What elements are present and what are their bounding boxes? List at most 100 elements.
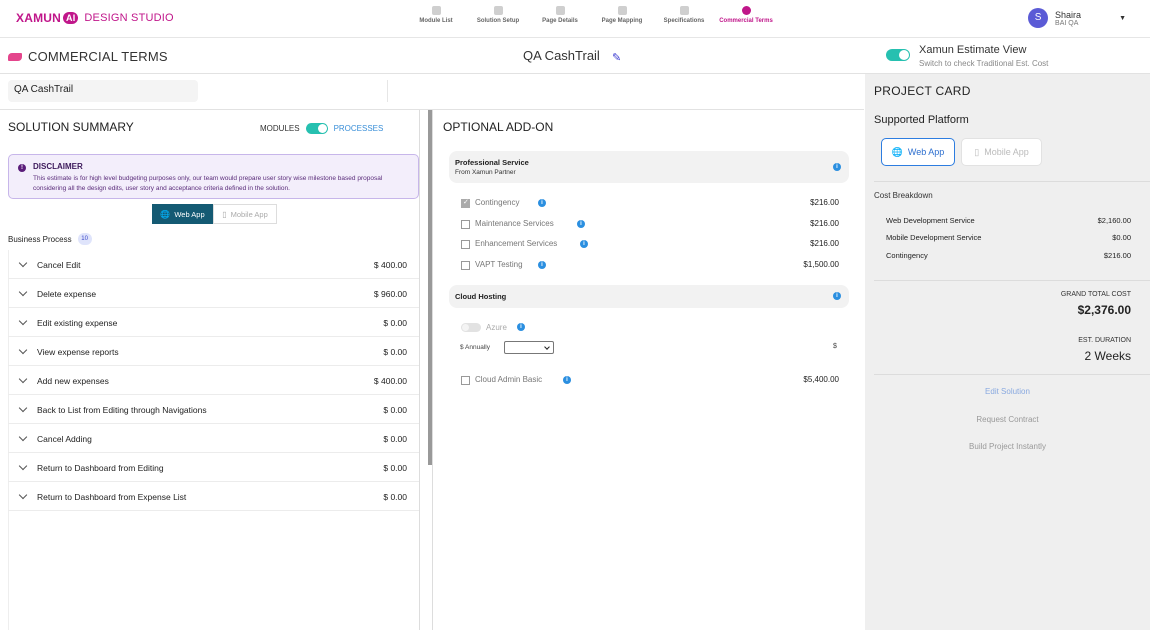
list-item[interactable]: Return to Dashboard from Editing $ 0.00 (8, 453, 419, 482)
list-item[interactable]: Return to Dashboard from Expense List $ 0… (8, 482, 419, 511)
list-item[interactable]: Cancel Adding $ 0.00 (8, 424, 419, 453)
chevron-down-icon (18, 432, 28, 442)
info-icon[interactable]: i (538, 199, 546, 207)
cloud-hosting-group: Cloud Hosting i (449, 285, 849, 308)
cost-row: Web Development Service $2,160.00 (886, 216, 1131, 225)
list-item[interactable]: Edit existing expense $ 0.00 (8, 308, 419, 337)
info-icon[interactable]: i (517, 323, 525, 331)
top-bar: XAMUN AI DESIGN STUDIO Module List Solutio… (0, 0, 1150, 38)
solution-setup-icon (493, 6, 503, 15)
list-item[interactable]: Back to List from Editing through Naviga… (8, 395, 419, 424)
user-role: BAI QA (1055, 19, 1079, 27)
estimate-view-subtitle: Switch to check Traditional Est. Cost (919, 59, 1049, 68)
edit-icon[interactable]: ✎ (612, 52, 622, 64)
optional-addon-title: OPTIONAL ADD-ON (443, 120, 554, 134)
commercial-terms-icon (741, 6, 751, 15)
modules-processes-toggle[interactable] (305, 123, 328, 134)
avatar: S (1028, 8, 1049, 28)
info-icon[interactable]: i (538, 261, 546, 269)
user-menu[interactable]: S Shaira BAI QA ▼ (1028, 8, 1126, 28)
list-item[interactable]: Delete expense $ 960.00 (8, 279, 419, 308)
divider (874, 181, 1150, 182)
modules-processes-switch: MODULES PROCESSES (260, 123, 383, 134)
addon-item-maintenance[interactable]: Maintenance Services i $216.00 (461, 218, 839, 232)
chevron-down-icon (18, 403, 28, 413)
chevron-down-icon[interactable]: ▼ (1119, 14, 1126, 22)
step-commercial-terms[interactable]: Commercial Terms (715, 6, 777, 25)
disclaimer-box: ! DISCLAIMER This estimate is for high l… (8, 154, 419, 199)
azure-label: Azure (486, 323, 507, 332)
page-title: COMMERCIAL TERMS (8, 49, 168, 64)
platform-web-button[interactable]: 🌐 Web App (881, 138, 955, 166)
edit-solution-button[interactable]: Edit Solution (985, 387, 1030, 396)
specifications-icon (679, 6, 689, 15)
info-icon[interactable]: i (563, 376, 571, 384)
estimate-view-title: Xamun Estimate View (919, 44, 1027, 56)
checkbox[interactable] (461, 220, 470, 229)
tab-web-app[interactable]: 🌐 Web App (152, 204, 213, 224)
checkbox[interactable] (461, 261, 470, 270)
step-solution-setup[interactable]: Solution Setup (467, 6, 529, 25)
estimate-view-toggle[interactable] (886, 49, 910, 61)
business-process-list: Cancel Edit $ 400.00 Delete expense $ 960.… (8, 250, 419, 511)
cost-row: Contingency $216.00 (886, 251, 1131, 260)
checkbox[interactable] (461, 240, 470, 249)
addon-item-vapt[interactable]: VAPT Testing i $1,500.00 (461, 259, 839, 273)
project-name-field[interactable]: QA CashTrail (8, 80, 198, 102)
count-badge: 10 (77, 233, 92, 245)
grand-total-label: GRAND TOTAL COST (1060, 291, 1131, 298)
name-field-divider (198, 80, 388, 102)
tab-mobile-app[interactable]: ▯ Mobile App (213, 204, 277, 224)
project-name: QA CashTrail (523, 48, 600, 63)
mobile-icon: ▯ (222, 209, 227, 219)
rows-border (8, 250, 9, 630)
module-list-icon (431, 6, 441, 15)
checkbox[interactable] (461, 198, 470, 208)
info-icon[interactable]: i (580, 240, 588, 248)
cost-row: Mobile Development Service $0.00 (886, 233, 1131, 242)
scrollbar[interactable] (428, 110, 432, 465)
list-item[interactable]: Cancel Edit $ 400.00 (8, 250, 419, 279)
step-specifications[interactable]: Specifications (653, 6, 715, 25)
info-icon[interactable]: i (833, 163, 841, 171)
business-process-header: Business Process 10 (8, 233, 92, 245)
professional-service-group: Professional Service From Xamun Partner … (449, 151, 849, 183)
step-page-mapping[interactable]: Page Mapping (591, 6, 653, 25)
checkbox[interactable] (461, 376, 470, 385)
list-item[interactable]: Add new expenses $ 400.00 (8, 366, 419, 395)
chevron-down-icon (18, 258, 28, 268)
professional-service-subtitle: From Xamun Partner (455, 169, 516, 176)
list-item[interactable]: View expense reports $ 0.00 (8, 337, 419, 366)
brand-logo[interactable]: XAMUN AI DESIGN STUDIO (16, 11, 174, 25)
optional-addon-panel: OPTIONAL ADD-ON Professional Service Fro… (432, 110, 864, 630)
request-contract-button[interactable]: Request Contract (976, 415, 1039, 424)
chevron-down-icon (18, 287, 28, 297)
addon-item-enhancement[interactable]: Enhancement Services i $216.00 (461, 238, 839, 252)
chevron-down-icon (18, 374, 28, 384)
duration-label: EST. DURATION (1078, 337, 1131, 344)
duration-value: 2 Weeks (1084, 349, 1131, 363)
build-project-button[interactable]: Build Project Instantly (969, 442, 1046, 451)
info-icon[interactable]: i (577, 220, 585, 228)
grand-total-value: $2,376.00 (1077, 303, 1131, 317)
solution-summary-title: SOLUTION SUMMARY (8, 120, 134, 134)
azure-toggle[interactable] (461, 323, 481, 332)
wizard-steps: Module List Solution Setup Page Details … (405, 6, 777, 25)
chevron-down-icon (18, 461, 28, 471)
step-module-list[interactable]: Module List (405, 6, 467, 25)
info-icon[interactable]: i (833, 292, 841, 300)
info-icon: ! (18, 164, 26, 172)
page-header: COMMERCIAL TERMS QA CashTrail ✎ Xamun Es… (0, 38, 1150, 74)
project-card-title: PROJECT CARD (874, 84, 971, 98)
cost-breakdown-title: Cost Breakdown (874, 191, 933, 200)
disclaimer-text: This estimate is for high level budgetin… (33, 175, 383, 192)
addon-item-contingency[interactable]: Contingency i $216.00 (461, 197, 839, 211)
professional-service-title: Professional Service (455, 158, 529, 167)
step-page-details[interactable]: Page Details (529, 6, 591, 25)
project-card: PROJECT CARD Supported Platform 🌐 Web App… (865, 74, 1150, 630)
annual-label: $ Annually (460, 344, 490, 351)
page-mapping-icon (617, 6, 627, 15)
platform-mobile-button[interactable]: ▯ Mobile App (961, 138, 1042, 166)
annual-select[interactable] (504, 341, 554, 354)
addon-item-cloud-admin[interactable]: Cloud Admin Basic i $5,400.00 (461, 374, 839, 388)
